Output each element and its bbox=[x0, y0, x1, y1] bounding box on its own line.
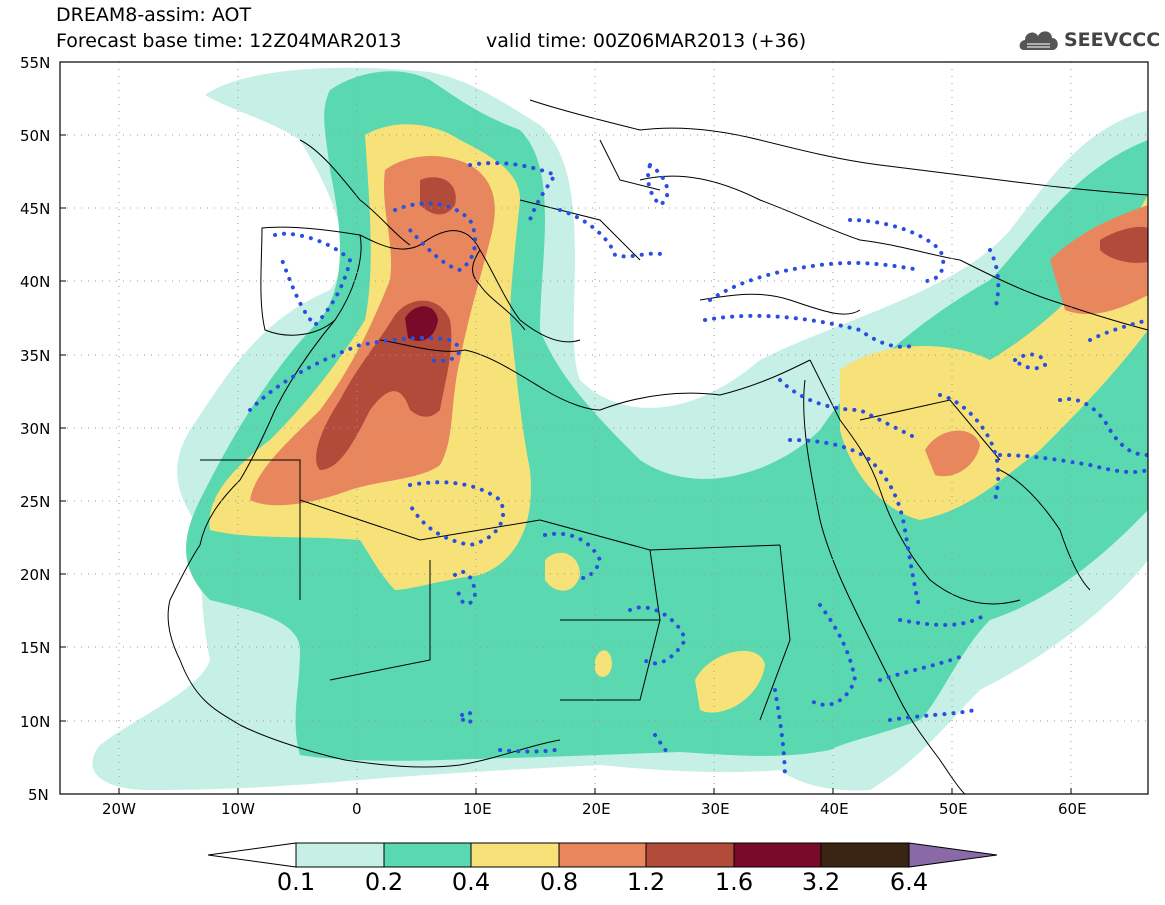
lat-label-15n: 15N bbox=[20, 639, 51, 657]
logo-text: SEEVCCC bbox=[1064, 29, 1161, 51]
aot-band-0.4 bbox=[840, 195, 1148, 520]
lat-label-25n: 25N bbox=[20, 493, 51, 511]
legend-label-6.4: 6.4 bbox=[889, 868, 929, 896]
dotted-contours bbox=[248, 161, 1148, 782]
coastlines bbox=[167, 99, 1148, 794]
aot-band-1.2 bbox=[316, 300, 452, 470]
valid-time-label: valid time: 00Z06MAR2013 (+36) bbox=[486, 30, 807, 52]
colorbar-bin-5 bbox=[645, 842, 735, 868]
seevccc-logo: SEEVCCC bbox=[1016, 24, 1160, 58]
colorbar-high-arrow bbox=[908, 842, 998, 868]
lat-label-45n: 45N bbox=[20, 200, 51, 218]
legend-label-0.2: 0.2 bbox=[364, 868, 404, 896]
lat-label-10n: 10N bbox=[20, 713, 51, 731]
lat-label-40n: 40N bbox=[20, 273, 51, 291]
aot-band-1.2 bbox=[420, 177, 456, 215]
aot-band-0.4 bbox=[695, 650, 765, 713]
lon-label-0: 0 bbox=[352, 800, 362, 818]
lon-label-60e: 60E bbox=[1058, 800, 1087, 818]
aot-band-1.2 bbox=[1100, 226, 1148, 263]
aot-band-0.8 bbox=[250, 155, 495, 506]
colorbar-low-arrow bbox=[207, 842, 297, 868]
lon-label-20w: 20W bbox=[102, 800, 136, 818]
aot-band-0.4 bbox=[595, 650, 612, 677]
legend-label-1.6: 1.6 bbox=[714, 868, 754, 896]
legend-label-1.2: 1.2 bbox=[626, 868, 666, 896]
colorbar bbox=[207, 842, 998, 868]
cloud-icon bbox=[1019, 31, 1058, 50]
lat-label-30n: 30N bbox=[20, 420, 51, 438]
lat-label-35n: 35N bbox=[20, 347, 51, 365]
colorbar-bin-1 bbox=[295, 842, 385, 868]
lon-label-30e: 30E bbox=[701, 800, 730, 818]
legend-label-0.4: 0.4 bbox=[451, 868, 491, 896]
colorbar-bin-2 bbox=[383, 842, 472, 868]
lat-label-5n: 5N bbox=[28, 786, 49, 804]
aot-band-0.4 bbox=[545, 552, 580, 591]
lon-label-10e: 10E bbox=[463, 800, 492, 818]
base-time-label: Forecast base time: 12Z04MAR2013 bbox=[56, 30, 402, 52]
colorbar-bin-4 bbox=[558, 842, 647, 868]
colorbar-bin-3 bbox=[470, 842, 560, 868]
colorbar-bin-7 bbox=[820, 842, 910, 868]
lat-label-55n: 55N bbox=[20, 54, 51, 72]
aot-band-0.8 bbox=[925, 430, 980, 477]
axis-ticks bbox=[60, 134, 1072, 794]
lon-label-40e: 40E bbox=[820, 800, 849, 818]
lon-label-50e: 50E bbox=[939, 800, 968, 818]
aot-band-1.6 bbox=[405, 306, 438, 341]
lat-label-50n: 50N bbox=[20, 127, 51, 145]
lat-label-20n: 20N bbox=[20, 566, 51, 584]
graticule bbox=[60, 62, 1148, 794]
legend-label-0.8: 0.8 bbox=[539, 868, 579, 896]
legend-label-0.1: 0.1 bbox=[276, 868, 316, 896]
product-title: DREAM8-assim: AOT bbox=[56, 4, 252, 26]
lon-label-20e: 20E bbox=[582, 800, 611, 818]
lon-label-10w: 10W bbox=[221, 800, 255, 818]
legend-label-3.2: 3.2 bbox=[801, 868, 841, 896]
colorbar-bin-6 bbox=[733, 842, 822, 868]
